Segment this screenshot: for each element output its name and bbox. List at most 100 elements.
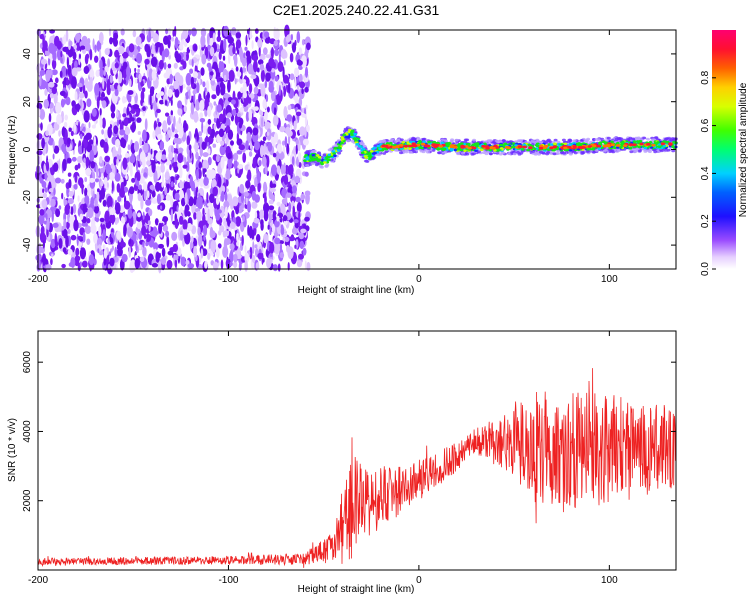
- signal-halo-dot: [324, 164, 329, 168]
- noise-speckle: [88, 254, 95, 266]
- noise-speckle: [237, 167, 240, 174]
- noise-speckle: [196, 132, 199, 142]
- noise-speckle: [245, 180, 251, 189]
- signal-halo-dot: [472, 152, 476, 156]
- signal-core-dot: [401, 141, 406, 144]
- noise-speckle: [151, 190, 156, 198]
- noise-speckle: [252, 127, 259, 136]
- noise-speckle: [66, 77, 69, 86]
- noise-speckle: [222, 230, 226, 238]
- noise-speckle: [44, 88, 48, 96]
- noise-speckle: [167, 27, 172, 35]
- noise-speckle: [294, 244, 297, 249]
- noise-speckle: [162, 216, 169, 223]
- noise-speckle: [209, 37, 214, 46]
- noise-speckle: [243, 52, 246, 59]
- noise-speckle: [155, 151, 162, 162]
- noise-speckle: [122, 212, 126, 218]
- noise-speckle: [273, 40, 278, 47]
- noise-speckle: [39, 108, 46, 120]
- noise-speckle: [89, 68, 95, 80]
- noise-speckle: [159, 91, 165, 96]
- noise-speckle: [88, 121, 91, 129]
- noise-speckle: [104, 155, 111, 162]
- noise-speckle: [244, 245, 247, 254]
- noise-speckle: [229, 249, 234, 263]
- signal-core-dot: [632, 140, 637, 143]
- noise-speckle: [173, 80, 180, 90]
- noise-speckle: [257, 252, 264, 260]
- noise-speckle: [248, 108, 253, 122]
- noise-speckle: [114, 49, 120, 58]
- noise-speckle: [186, 223, 193, 232]
- noise-speckle: [78, 177, 84, 187]
- noise-speckle: [266, 65, 272, 72]
- noise-speckle: [168, 151, 174, 161]
- noise-speckle: [165, 112, 170, 117]
- noise-speckle: [267, 241, 270, 252]
- noise-speckle: [264, 110, 268, 123]
- noise-speckle: [286, 34, 292, 42]
- noise-speckle: [89, 149, 95, 163]
- noise-speckle: [195, 255, 198, 262]
- noise-speckle: [188, 196, 194, 207]
- noise-speckle: [116, 230, 122, 240]
- noise-speckle: [161, 247, 166, 257]
- noise-speckle: [74, 60, 78, 69]
- noise-speckle: [151, 197, 158, 204]
- noise-speckle: [206, 33, 210, 46]
- noise-speckle: [305, 104, 308, 110]
- signal-core-dot: [378, 147, 382, 151]
- noise-speckle: [83, 66, 90, 74]
- signal-halo-dot: [643, 150, 648, 153]
- noise-speckle: [177, 108, 183, 116]
- noise-speckle: [96, 40, 102, 52]
- noise-speckle: [174, 25, 177, 37]
- signal-core-dot: [499, 147, 504, 150]
- signal-core-dot: [499, 143, 503, 147]
- signal-core-dot: [364, 156, 369, 159]
- noise-speckle: [273, 26, 277, 39]
- noise-speckle: [129, 238, 132, 245]
- signal-peak-dot: [518, 145, 523, 149]
- noise-speckle: [153, 230, 160, 235]
- noise-speckle: [122, 113, 127, 118]
- noise-speckle: [243, 91, 247, 99]
- noise-speckle: [129, 78, 132, 87]
- signal-core-dot: [368, 152, 372, 156]
- noise-speckle: [161, 154, 167, 161]
- noise-speckle: [113, 32, 119, 41]
- signal-core-dot: [621, 140, 625, 144]
- noise-speckle: [73, 44, 77, 50]
- noise-speckle: [94, 55, 99, 63]
- noise-speckle: [81, 143, 84, 154]
- noise-speckle: [42, 188, 45, 194]
- noise-speckle: [216, 118, 221, 129]
- signal-core-dot: [360, 151, 365, 155]
- noise-speckle: [206, 192, 209, 204]
- noise-speckle: [51, 253, 54, 258]
- noise-speckle: [104, 48, 110, 56]
- noise-speckle: [249, 246, 253, 260]
- noise-speckle: [153, 100, 157, 112]
- signal-halo-dot: [460, 151, 465, 155]
- noise-speckle: [184, 204, 190, 212]
- noise-speckle: [36, 133, 43, 140]
- noise-speckle: [235, 207, 240, 215]
- spectrogram-signal-trace: [302, 126, 678, 169]
- noise-speckle: [254, 28, 259, 34]
- noise-speckle: [198, 192, 201, 200]
- noise-speckle: [99, 49, 102, 61]
- noise-speckle: [207, 217, 213, 225]
- noise-speckle: [82, 232, 86, 243]
- signal-halo-dot: [632, 150, 637, 154]
- noise-speckle: [104, 210, 110, 224]
- noise-speckle: [150, 148, 153, 155]
- noise-speckle: [45, 161, 50, 172]
- signal-halo-dot: [556, 152, 561, 155]
- signal-peak-dot: [472, 146, 477, 150]
- signal-core-dot: [342, 133, 347, 137]
- noise-speckle: [97, 248, 100, 254]
- noise-speckle: [94, 44, 97, 53]
- signal-halo-dot: [421, 137, 426, 141]
